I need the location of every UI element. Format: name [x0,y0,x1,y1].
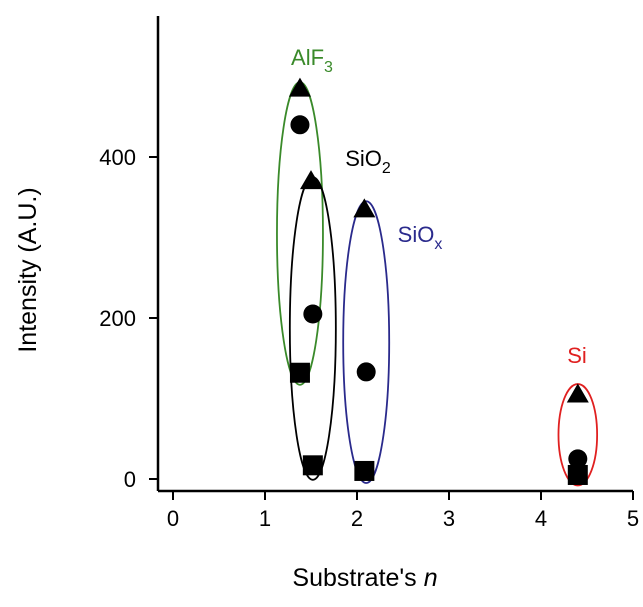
group-label-subscript: 3 [324,59,333,76]
x-axis-title: Substrate's n [292,564,437,592]
y-tick-label: 200 [99,306,136,331]
x-tick-label: 4 [535,506,547,531]
x-axis-title-text: Substrate's [292,564,416,592]
data-markers [288,77,589,485]
triangle-marker [566,383,589,403]
x-tick-label: 0 [167,506,179,531]
group-label-subscript: x [434,236,442,253]
square-marker [302,455,323,476]
y-axis-title: Intensity (A.U.) [14,187,42,352]
square-marker [354,460,375,481]
group-label-0: AlF3 [291,45,333,76]
x-tick-label: 3 [443,506,455,531]
group-label-text: SiO [398,222,435,247]
y-tick-label: 0 [124,467,136,492]
triangle-marker [288,77,311,97]
group-label-2: SiOx [398,222,443,253]
x-tick-label: 2 [351,506,363,531]
x-tick-label: 5 [627,506,639,531]
group-ellipses [276,81,599,487]
group-label-text: AlF [291,45,324,70]
triangle-marker [300,170,322,190]
circle-marker [290,115,310,135]
group-label-subscript: 2 [382,160,391,177]
y-tick-label: 400 [99,145,136,170]
circle-marker [356,362,376,382]
square-marker [289,362,310,383]
group-ellipse-2 [342,200,391,484]
circle-marker [568,449,588,469]
x-axis-title-variable: n [424,564,438,592]
circle-marker [303,304,323,324]
axis-ticks: 0 1 2 3 4 5 0 200 400 [99,145,639,531]
triangle-marker [353,198,376,218]
group-ellipse-1 [288,176,337,481]
group-label-1: SiO2 [345,146,391,177]
axes [156,16,633,493]
group-label-text: SiO [345,146,382,171]
group-label-3: Si [567,343,587,368]
x-tick-label: 1 [259,506,271,531]
square-marker [567,464,588,485]
group-label-text: Si [567,343,587,368]
